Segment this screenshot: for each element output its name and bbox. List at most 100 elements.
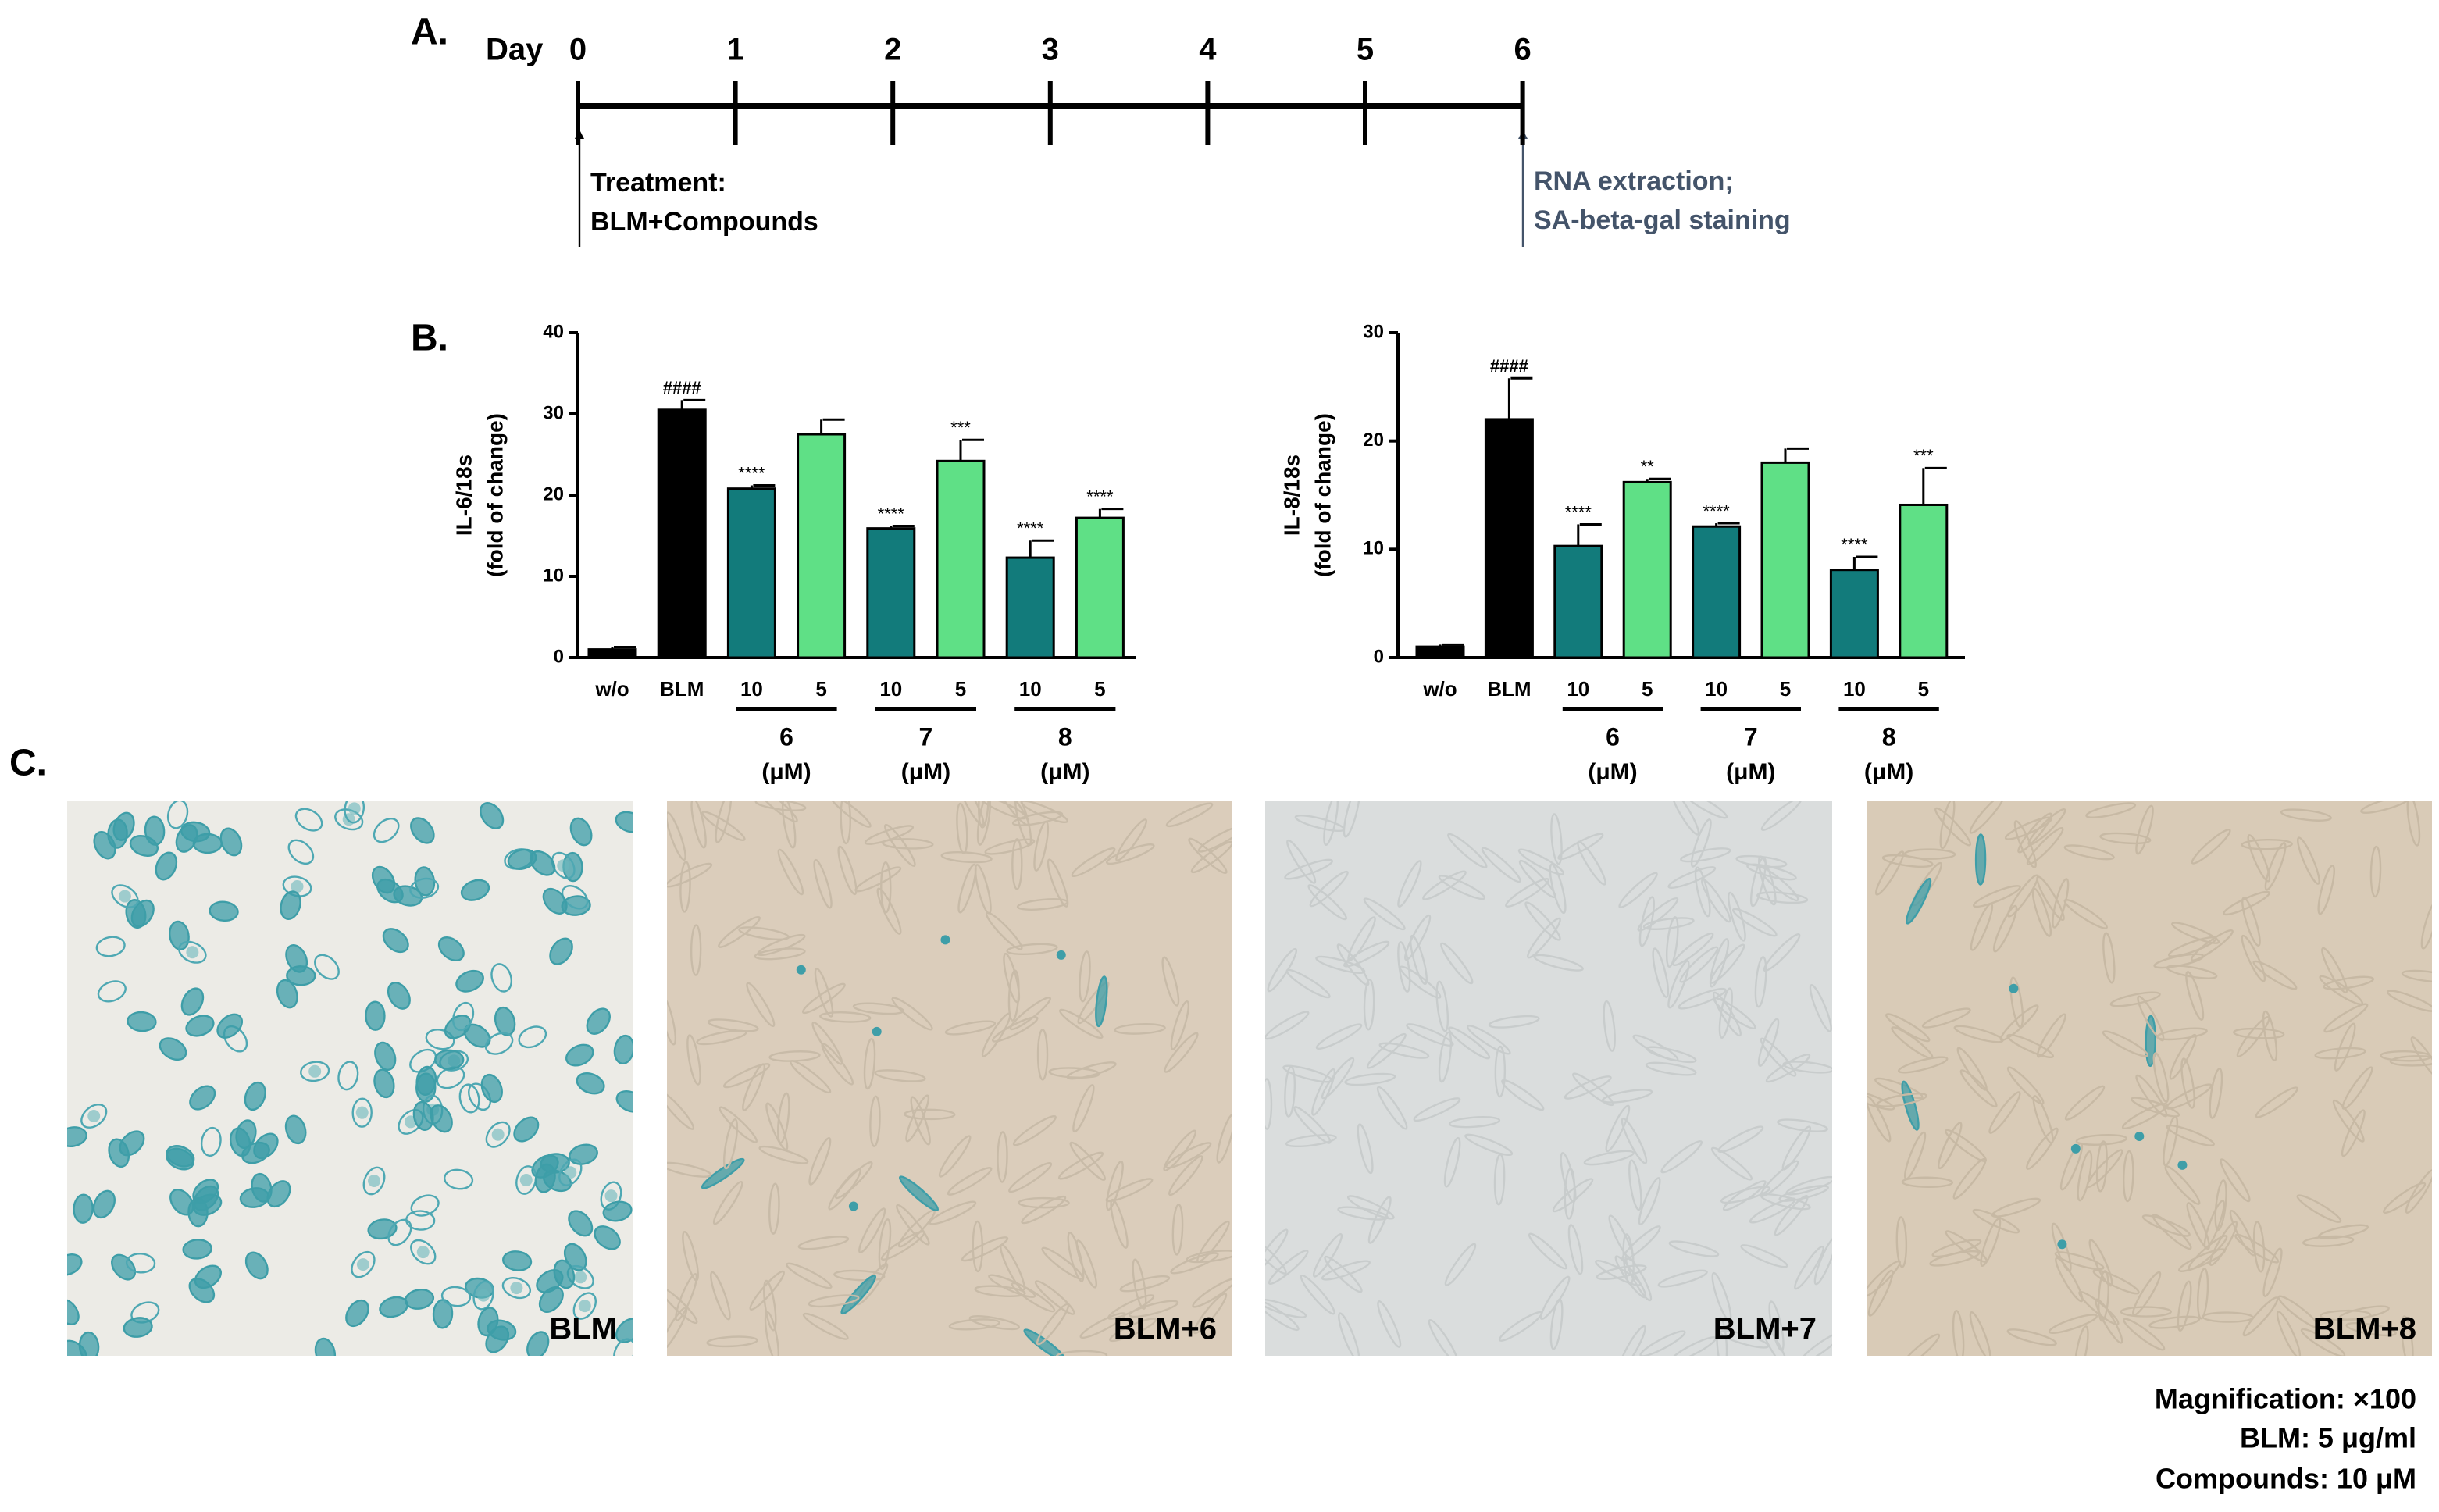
cell <box>487 1319 517 1341</box>
cell <box>2152 1214 2192 1250</box>
cell <box>808 1294 860 1308</box>
cell <box>409 877 440 899</box>
cell <box>1899 1333 1941 1356</box>
cell <box>2262 1010 2278 1061</box>
cell <box>2302 1235 2355 1247</box>
cell <box>1921 1007 1971 1029</box>
note: RNA extraction; <box>1534 166 1734 196</box>
cell <box>2131 1097 2180 1118</box>
cell <box>2380 1050 2432 1062</box>
cell <box>1034 1280 1075 1315</box>
cell <box>2134 1132 2145 1142</box>
cell <box>1055 1350 1108 1356</box>
cell <box>2314 1047 2366 1060</box>
bar <box>1760 461 1810 659</box>
note: SA-beta-gal staining <box>1534 205 1791 235</box>
cell <box>501 1250 533 1271</box>
cell <box>2006 1066 2045 1105</box>
cell <box>1494 1045 1507 1098</box>
cell <box>365 1000 386 1031</box>
cell <box>754 801 807 811</box>
cell <box>178 940 207 964</box>
cell <box>1760 801 1803 832</box>
micrograph <box>67 801 633 1356</box>
cell <box>1618 872 1658 908</box>
cell <box>763 1279 777 1332</box>
cell <box>1170 1000 1190 1050</box>
cell <box>1286 839 1317 884</box>
cell <box>1710 1146 1753 1181</box>
y-tick-label: 20 <box>1363 430 1384 451</box>
cell <box>1406 1023 1454 1047</box>
cell <box>1444 1243 1477 1286</box>
cell <box>829 801 872 828</box>
y-axis-label: IL-8/18s <box>1279 455 1303 536</box>
cell <box>2078 1290 2120 1325</box>
day-label: 3 <box>1042 33 1059 67</box>
cell <box>2070 1143 2081 1154</box>
cell <box>797 1236 850 1250</box>
cell <box>1448 1116 1501 1129</box>
cell <box>1667 960 1690 1009</box>
cell <box>529 850 556 876</box>
cell <box>2345 1321 2397 1337</box>
cell <box>284 1114 307 1145</box>
cell <box>1294 815 1346 833</box>
cell <box>144 815 166 846</box>
cell <box>1165 1142 1212 1169</box>
cell <box>2152 1052 2170 1104</box>
cell <box>1645 1061 1697 1076</box>
cell <box>2077 1150 2093 1202</box>
group-label: 6 <box>779 722 793 751</box>
cell <box>2057 1239 2067 1250</box>
cell <box>1528 1232 1567 1270</box>
cell <box>2323 975 2375 990</box>
cell <box>1668 1240 1720 1257</box>
cell <box>2186 1202 2210 1250</box>
cell <box>1652 947 1670 998</box>
cell <box>1754 956 1767 1008</box>
cell <box>155 851 178 881</box>
cell <box>518 1025 547 1049</box>
cell <box>602 1200 633 1222</box>
cell <box>814 968 834 1018</box>
cell <box>490 963 513 993</box>
cell <box>314 1337 337 1356</box>
cell <box>1945 1129 1987 1162</box>
cell <box>1378 1042 1430 1059</box>
cell <box>1874 850 1905 896</box>
cell <box>1095 975 1108 1028</box>
cell <box>410 1239 437 1265</box>
cell <box>1003 952 1021 1004</box>
cell <box>2164 1165 2201 1205</box>
x-tick-label: 10 <box>1843 677 1866 701</box>
cell <box>712 1180 743 1225</box>
cell <box>777 848 804 896</box>
cell <box>1216 1113 1232 1164</box>
cell <box>1447 833 1488 868</box>
cell <box>1638 1177 1661 1225</box>
cell <box>1999 1004 2039 1042</box>
cell <box>821 1043 854 1086</box>
cell <box>1549 1298 1564 1350</box>
x-tick-label: 10 <box>1019 677 1042 701</box>
cell <box>276 979 298 1009</box>
image-label: BLM+7 <box>1713 1312 1817 1346</box>
cell <box>1058 1008 1104 1040</box>
group-unit: (μM) <box>1588 759 1637 785</box>
cell <box>1799 1332 1832 1356</box>
cell <box>2383 1182 2427 1214</box>
cell <box>1583 1150 1635 1166</box>
cell <box>1008 1161 1053 1193</box>
day-label: 5 <box>1357 33 1374 67</box>
cell <box>480 802 505 829</box>
cell <box>615 1318 633 1343</box>
cell <box>1718 987 1733 1039</box>
significance: #### <box>1490 356 1528 376</box>
cell <box>125 1253 156 1274</box>
cell <box>2099 832 2152 845</box>
cell <box>2241 934 2266 982</box>
cell <box>287 839 315 865</box>
cell <box>189 1085 216 1111</box>
cell <box>696 1029 747 1046</box>
